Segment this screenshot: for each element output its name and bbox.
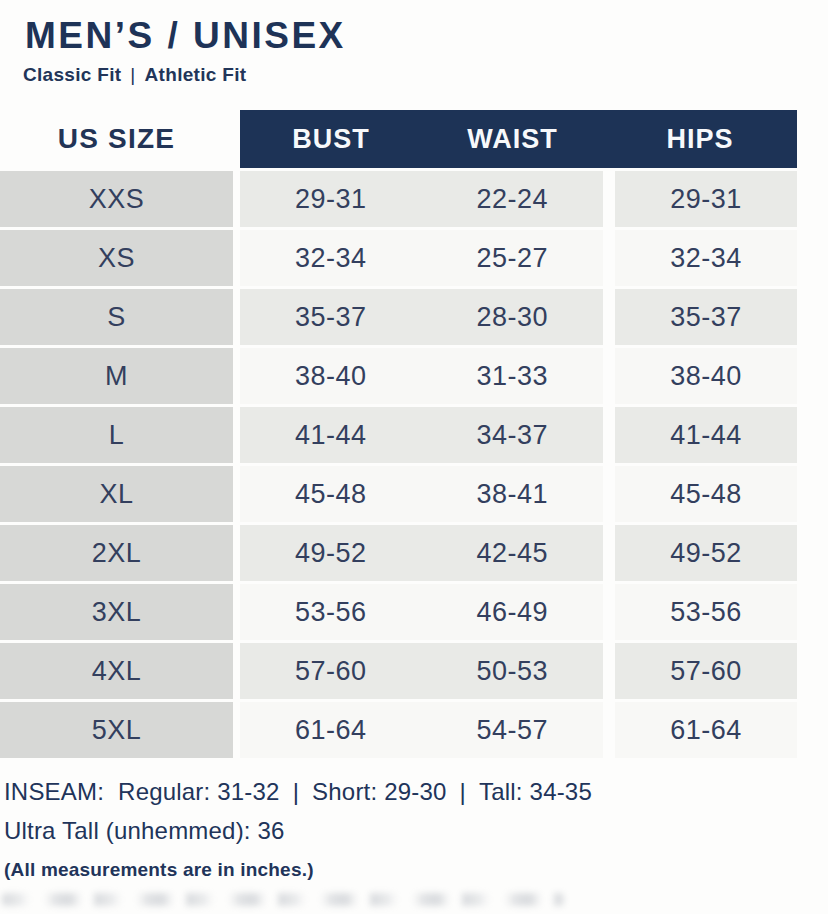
cropped-next-section-text: [2, 893, 564, 906]
bust-cell: 41-44: [240, 407, 422, 463]
size-cell: XL: [0, 466, 233, 522]
bust-cell: 38-40: [240, 348, 422, 404]
fit-option-classic: Classic Fit: [23, 64, 121, 86]
column-header-hips: HIPS: [603, 124, 797, 155]
units-note: (All measurements are in inches.): [4, 858, 828, 882]
chart-header: MEN’S / UNISEX Classic Fit | Athletic Fi…: [0, 0, 828, 86]
ultra-tall-info: Ultra Tall (unhemmed): 36: [4, 816, 828, 846]
size-cell: 2XL: [0, 525, 233, 581]
hips-cell: 32-34: [615, 230, 797, 286]
waist-cell: 46-49: [422, 584, 604, 640]
hips-cell: 41-44: [615, 407, 797, 463]
table-body: XXS 29-31 22-24 29-31 XS 32-34 25-27 32-…: [0, 171, 797, 758]
inseam-tall: Tall: 34-35: [479, 777, 592, 807]
hips-cell: 35-37: [615, 289, 797, 345]
column-header-bust: BUST: [240, 124, 422, 155]
waist-cell: 50-53: [422, 643, 604, 699]
size-cell: 4XL: [0, 643, 233, 699]
size-cell: 3XL: [0, 584, 233, 640]
waist-cell: 31-33: [422, 348, 604, 404]
size-cell: S: [0, 289, 233, 345]
bust-cell: 53-56: [240, 584, 422, 640]
table-row-xl: XL 45-48 38-41 45-48: [0, 466, 797, 522]
table-row-xxs: XXS 29-31 22-24 29-31: [0, 171, 797, 227]
table-header-row: US SIZE BUST WAIST HIPS: [0, 110, 797, 168]
bust-cell: 35-37: [240, 289, 422, 345]
footnotes: INSEAM: Regular: 31-32 | Short: 29-30 | …: [0, 777, 828, 882]
fit-option-athletic: Athletic Fit: [145, 64, 247, 86]
bust-cell: 32-34: [240, 230, 422, 286]
hips-cell: 38-40: [615, 348, 797, 404]
table-row-3xl: 3XL 53-56 46-49 53-56: [0, 584, 797, 640]
fit-subtitle: Classic Fit | Athletic Fit: [23, 64, 828, 86]
inseam-separator: |: [460, 777, 466, 807]
hips-cell: 45-48: [615, 466, 797, 522]
column-header-us-size: US SIZE: [0, 110, 233, 168]
waist-cell: 54-57: [422, 702, 604, 758]
waist-cell: 25-27: [422, 230, 604, 286]
size-cell: L: [0, 407, 233, 463]
bust-cell: 61-64: [240, 702, 422, 758]
waist-cell: 28-30: [422, 289, 604, 345]
page-title: MEN’S / UNISEX: [25, 14, 828, 58]
bust-cell: 57-60: [240, 643, 422, 699]
table-row-s: S 35-37 28-30 35-37: [0, 289, 797, 345]
table-row-2xl: 2XL 49-52 42-45 49-52: [0, 525, 797, 581]
bust-cell: 45-48: [240, 466, 422, 522]
inseam-regular: Regular: 31-32: [118, 777, 280, 807]
hips-cell: 61-64: [615, 702, 797, 758]
inseam-short: Short: 29-30: [312, 777, 446, 807]
size-table: US SIZE BUST WAIST HIPS XXS 29-31 22-24 …: [0, 110, 797, 758]
bust-cell: 49-52: [240, 525, 422, 581]
fit-separator: |: [130, 64, 135, 86]
waist-cell: 42-45: [422, 525, 604, 581]
size-cell: 5XL: [0, 702, 233, 758]
table-row-5xl: 5XL 61-64 54-57 61-64: [0, 702, 797, 758]
inseam-separator: |: [293, 777, 299, 807]
inseam-label: INSEAM:: [4, 777, 104, 807]
size-cell: M: [0, 348, 233, 404]
table-row-l: L 41-44 34-37 41-44: [0, 407, 797, 463]
hips-cell: 49-52: [615, 525, 797, 581]
table-row-xs: XS 32-34 25-27 32-34: [0, 230, 797, 286]
waist-cell: 34-37: [422, 407, 604, 463]
hips-cell: 53-56: [615, 584, 797, 640]
waist-cell: 22-24: [422, 171, 604, 227]
table-row-m: M 38-40 31-33 38-40: [0, 348, 797, 404]
bust-cell: 29-31: [240, 171, 422, 227]
column-header-waist: WAIST: [422, 124, 603, 155]
size-cell: XXS: [0, 171, 233, 227]
hips-cell: 57-60: [615, 643, 797, 699]
hips-cell: 29-31: [615, 171, 797, 227]
size-chart-page: MEN’S / UNISEX Classic Fit | Athletic Fi…: [0, 0, 828, 914]
inseam-info: INSEAM: Regular: 31-32 | Short: 29-30 | …: [4, 777, 828, 807]
table-row-4xl: 4XL 57-60 50-53 57-60: [0, 643, 797, 699]
measurement-header-bar: BUST WAIST HIPS: [240, 110, 797, 168]
size-cell: XS: [0, 230, 233, 286]
waist-cell: 38-41: [422, 466, 604, 522]
